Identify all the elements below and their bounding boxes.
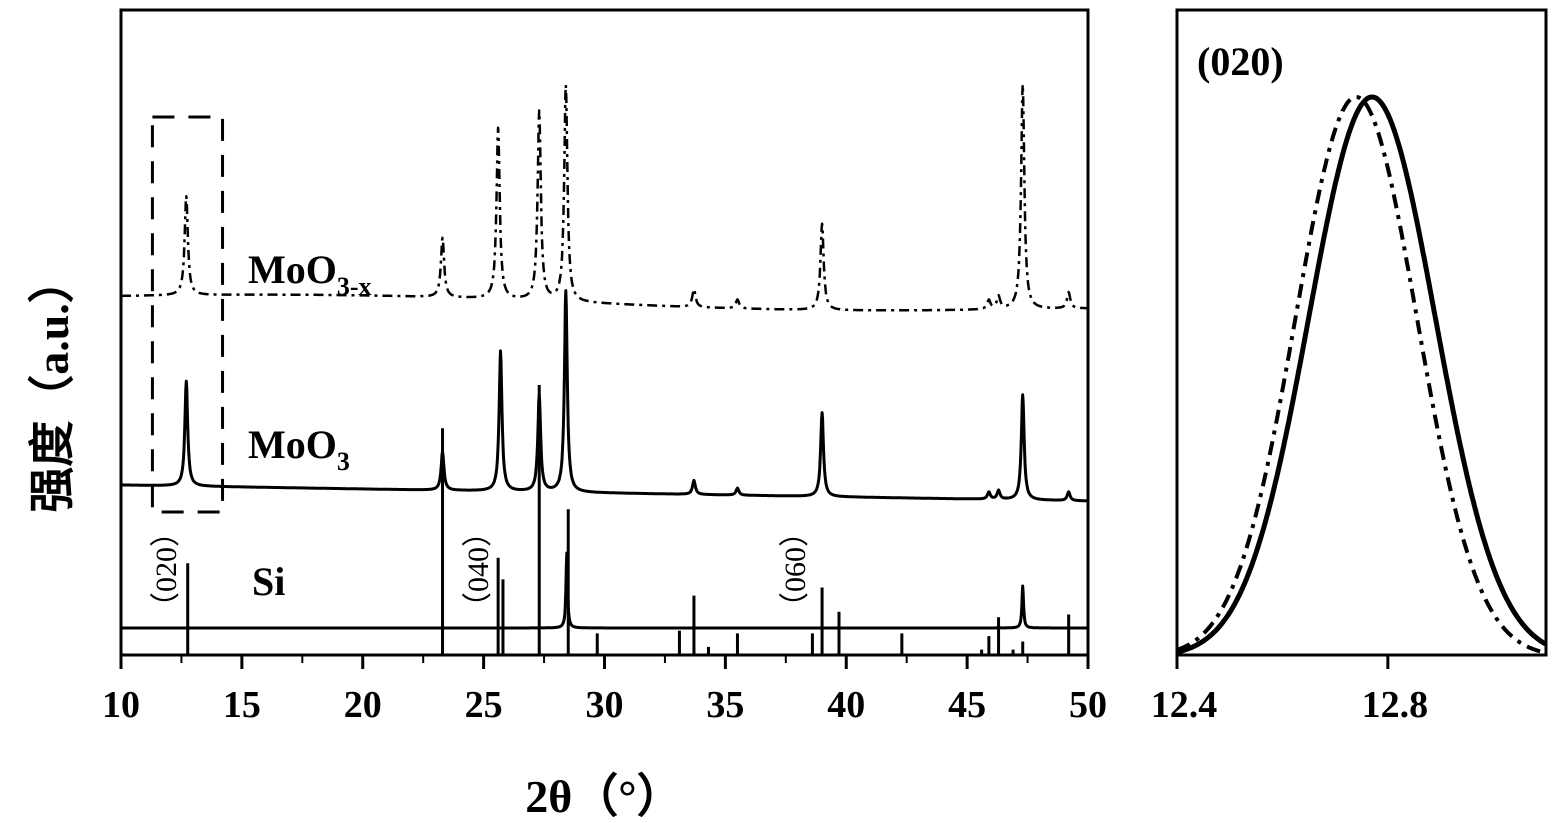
inset-title: (020) [1197,39,1284,84]
inset-plot-frame [1175,8,1548,657]
x-axis-title: 2θ（°） [525,771,682,822]
inset-trace-moo3x [1176,94,1547,655]
series-label-si: Si [252,559,285,604]
hkl-label-060: （060） [779,517,812,622]
hkl-label-040: （040） [462,517,495,622]
x-tick-label: 35 [706,684,744,726]
inset-x-ticks: 12.4 12.8 [1151,655,1428,726]
x-tick-label: 50 [1069,684,1107,726]
x-tick-label: 20 [344,684,382,726]
x-tick-label: 15 [223,684,261,726]
inset-traces [1176,94,1548,655]
y-axis-title: 强度（a.u.） [27,257,78,513]
series-trace-moo3-x [120,82,1089,312]
series-trace-moo3 [120,289,1089,503]
inset-x-tick-label: 12.8 [1362,684,1429,726]
x-tick-label: 10 [102,684,140,726]
main-x-ticks: 10 15 20 25 30 35 40 45 50 [102,655,1107,726]
main-traces [120,82,1089,630]
x-tick-label: 30 [586,684,624,726]
inset-panel: 12.4 12.8 (020) [1151,8,1548,726]
inset-x-tick-label: 12.4 [1151,684,1218,726]
main-panel: 10 15 20 25 30 35 40 45 50 MoO3-x MoO3 Si （020） … [27,8,1107,822]
series-label-moo3x: MoO3-x [248,247,372,301]
x-tick-label: 45 [948,684,986,726]
zoom-box [150,115,225,514]
x-tick-label: 40 [827,684,865,726]
series-label-moo3: MoO3 [248,422,350,476]
inset-trace-moo3 [1176,94,1548,655]
x-tick-label: 25 [465,684,503,726]
hkl-label-020: （020） [150,517,183,622]
series-trace-si [120,551,1089,630]
